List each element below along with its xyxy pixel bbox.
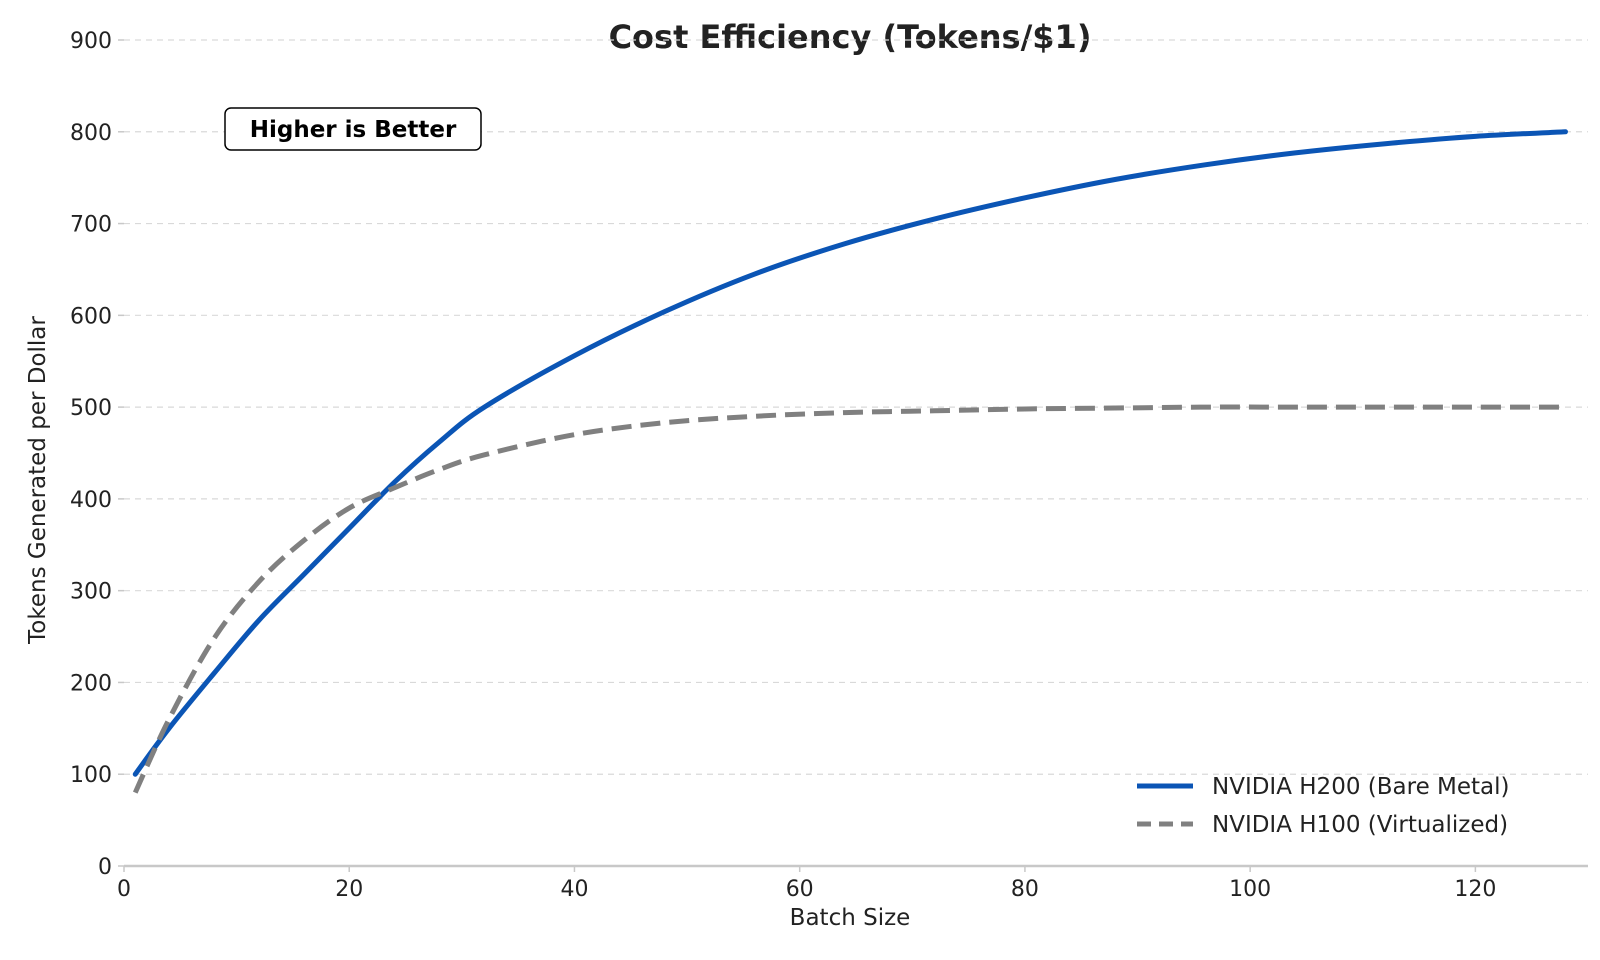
higher-is-better-annotation: Higher is Better	[224, 107, 482, 151]
y-tick-label-400: 400	[70, 488, 112, 513]
y-tick-label-700: 700	[70, 213, 112, 238]
x-tick-label-60: 60	[786, 877, 814, 902]
y-tick-labels: 0 100 200 300 400 500 600 700 800 900	[70, 29, 124, 880]
x-tick-label-0: 0	[117, 877, 131, 902]
x-tick-label-80: 80	[1011, 877, 1039, 902]
series-line-h200-bare-metal	[132, 129, 1568, 777]
series-lines	[132, 129, 1568, 794]
y-tick-label-500: 500	[70, 396, 112, 421]
y-tick-label-100: 100	[70, 763, 112, 788]
y-tick-label-800: 800	[70, 121, 112, 146]
x-tick-label-40: 40	[560, 877, 588, 902]
x-tick-labels: 0 20 40 60 80 100 120	[117, 866, 1496, 902]
x-axis-label: Batch Size	[790, 905, 911, 931]
legend-label-h200: NVIDIA H200 (Bare Metal)	[1212, 774, 1510, 800]
x-tick-label-100: 100	[1229, 877, 1271, 902]
chart-title: Cost Efficiency (Tokens/$1)	[609, 18, 1092, 56]
y-tick-label-300: 300	[70, 580, 112, 605]
y-tick-label-600: 600	[70, 304, 112, 329]
y-axis-label: Tokens Generated per Dollar	[25, 316, 51, 645]
legend: NVIDIA H200 (Bare Metal) NVIDIA H100 (Vi…	[1137, 774, 1510, 838]
series-line-h100-virtualized	[132, 404, 1566, 794]
y-tick-label-200: 200	[70, 671, 112, 696]
x-tick-label-120: 120	[1454, 877, 1496, 902]
annotation-text: Higher is Better	[250, 117, 457, 143]
y-tick-label-900: 900	[70, 29, 112, 54]
x-tick-label-20: 20	[335, 877, 363, 902]
y-tick-label-0: 0	[98, 855, 112, 880]
legend-label-h100: NVIDIA H100 (Virtualized)	[1212, 812, 1508, 838]
annotation-box	[224, 107, 482, 151]
